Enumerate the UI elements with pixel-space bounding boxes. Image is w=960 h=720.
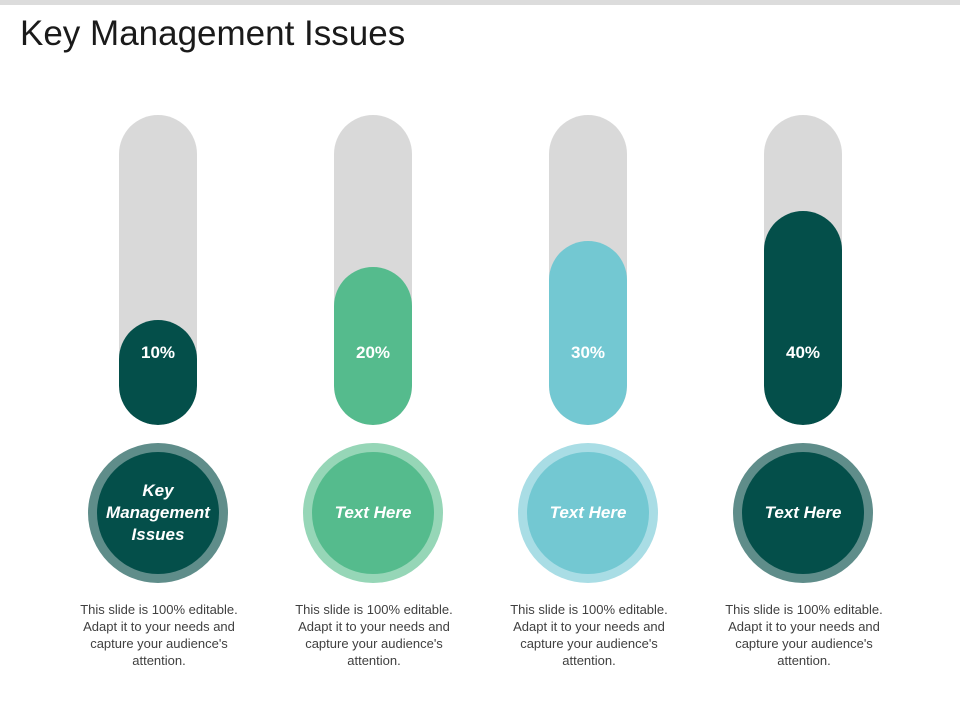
- percent-label: 40%: [785, 343, 821, 362]
- percent-label: 30%: [570, 343, 606, 362]
- label-circle: Text Here: [312, 452, 434, 574]
- column-3: 30% Text Here This slide is 100% editabl…: [509, 0, 669, 720]
- column-1: 10% Key Management Issues This slide is …: [79, 0, 239, 720]
- progress-fill: [334, 267, 412, 425]
- progress-track: [334, 115, 412, 425]
- label-circle-ring: Text Here: [303, 443, 443, 583]
- description-text: This slide is 100% editable. Adapt it to…: [80, 602, 238, 668]
- label-circle-ring: Text Here: [518, 443, 658, 583]
- progress-fill: [119, 320, 197, 425]
- column-2: 20% Text Here This slide is 100% editabl…: [294, 0, 454, 720]
- description-text: This slide is 100% editable. Adapt it to…: [510, 602, 668, 668]
- percent-label: 20%: [355, 343, 391, 362]
- circle-label: Key Management Issues: [106, 481, 210, 544]
- label-circle: Text Here: [742, 452, 864, 574]
- label-circle: Text Here: [527, 452, 649, 574]
- description-text: This slide is 100% editable. Adapt it to…: [295, 602, 453, 668]
- progress-fill: [549, 241, 627, 425]
- circle-label: Text Here: [764, 503, 842, 522]
- progress-track: [764, 115, 842, 425]
- progress-track: [549, 115, 627, 425]
- top-accent-bar: [0, 0, 960, 5]
- label-circle-ring: Text Here: [733, 443, 873, 583]
- circle-label: Text Here: [334, 503, 412, 522]
- page-title: Key Management Issues: [20, 14, 406, 53]
- label-circle-ring: Key Management Issues: [88, 443, 228, 583]
- progress-track: [119, 115, 197, 425]
- label-circle: Key Management Issues: [97, 452, 219, 574]
- description-text: This slide is 100% editable. Adapt it to…: [725, 602, 883, 668]
- percent-label: 10%: [140, 343, 176, 362]
- column-4: 40% Text Here This slide is 100% editabl…: [724, 0, 884, 720]
- circle-label: Text Here: [549, 503, 627, 522]
- progress-fill: [764, 211, 842, 425]
